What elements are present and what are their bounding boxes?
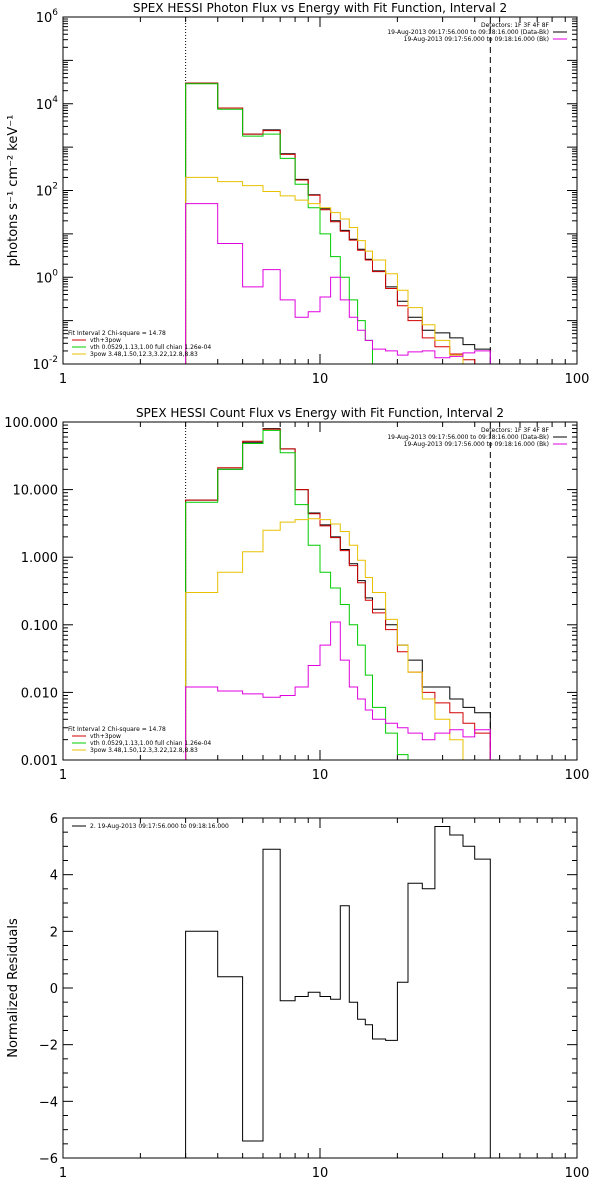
y-tick-label: 10-2	[32, 355, 58, 373]
y-tick-label-exponent: 0	[52, 268, 58, 278]
y-tick-label-base: 6	[50, 812, 58, 827]
y-tick-label: 6	[50, 812, 58, 827]
series-line-5	[185, 621, 491, 760]
y-tick-label: 0.001	[21, 754, 58, 769]
legend-header: Detectors: 1F 3F 4F 8F	[481, 427, 550, 434]
y-tick-label: 2	[50, 925, 58, 940]
x-tick-label: 100	[565, 372, 590, 387]
x-tick-label: 1	[59, 1166, 67, 1181]
panel-3: 1 10 100 −6 −4 −2 0 2 4 6 Normalized Residuals 2. 1…	[6, 812, 589, 1181]
legend-entry-label: 19-Aug-2013 09:17:56.000 to 09:18:16.000…	[387, 29, 549, 36]
legend-header: Fit Interval 2 Chi-square = 14.78	[68, 330, 166, 337]
series-line-2	[185, 428, 491, 760]
y-tick-label-base: −6	[39, 1152, 58, 1167]
y-tick-label-base: 0	[50, 982, 58, 997]
y-tick-label: −4	[39, 1095, 58, 1110]
x-tick-label: 1	[59, 768, 67, 783]
y-ticks	[63, 817, 577, 1159]
plot-frame	[62, 421, 578, 761]
y-tick-label: 0.010	[21, 686, 58, 701]
y-tick-label-base: 0.010	[21, 686, 58, 701]
legend-entry-label: 3pow 3.48,1.50,12.3,3.22,12.8,8.83	[90, 351, 198, 358]
legend-legend_bottom: Fit Interval 2 Chi-square = 14.78vth+3po…	[68, 726, 211, 754]
y-tick-label-base: −2	[39, 1039, 58, 1054]
series-line-4	[185, 176, 475, 364]
y-ticks	[63, 424, 577, 761]
series-line-1	[185, 82, 491, 364]
y-tick-label: 106	[36, 8, 59, 26]
y-tick-label: 104	[36, 95, 59, 113]
y-tick-label-exponent: -2	[49, 355, 58, 365]
legend-entry-label: 19-Aug-2013 09:17:56.000 to 09:18:16.000…	[404, 36, 549, 43]
legend-header: Fit Interval 2 Chi-square = 14.78	[68, 726, 166, 733]
series-line-1	[185, 428, 491, 760]
legend-entry-label: vth+3pow	[90, 733, 121, 740]
y-tick-label: 100.000	[4, 416, 58, 431]
y-tick-label: −2	[39, 1039, 58, 1054]
x-tick-label: 10	[312, 372, 329, 387]
y-tick-label-base: 0.001	[21, 754, 58, 769]
y-tick-label-base: 0.100	[21, 619, 58, 634]
series-group	[185, 82, 491, 364]
y-tick-label: −6	[39, 1152, 58, 1167]
y-tick-label-base: 10	[32, 358, 49, 373]
y-tick-label: 1.000	[21, 551, 58, 566]
series-line-3	[185, 83, 398, 364]
y-tick-label-exponent: 4	[52, 95, 58, 105]
y-axis-label: photons s⁻¹ cm⁻² keV⁻¹	[6, 115, 21, 267]
x-tick-label: 10	[312, 1166, 329, 1181]
legend-entry-label: vth 0.0529,1.13,1.00 full chian 1.26e-04	[90, 344, 211, 351]
legend-entry-label: 2. 19-Aug-2013 09:17:56.000 to 09:18:16.…	[90, 823, 229, 830]
y-tick-label: 100	[36, 268, 59, 286]
legend-entry-label: vth+3pow	[90, 337, 121, 344]
legend-header: Detectors: 1F 3F 4F 8F	[481, 22, 550, 29]
legend-legend_top: 2. 19-Aug-2013 09:17:56.000 to 09:18:16.…	[72, 823, 229, 830]
y-tick-label-exponent: 2	[52, 182, 58, 192]
y-tick-label-base: 10.000	[13, 484, 59, 499]
y-tick-label-base: 1.000	[21, 551, 58, 566]
x-tick-label: 100	[565, 768, 590, 783]
x-tick-label: 100	[565, 1166, 590, 1181]
series-line-3	[185, 429, 409, 760]
x-tick-label: 1	[59, 372, 67, 387]
legend-entry-label: 19-Aug-2013 09:17:56.000 to 09:18:16.000…	[404, 441, 549, 448]
y-axis-label: Normalized Residuals	[6, 918, 21, 1058]
chart-title: SPEX HESSI Count Flux vs Energy with Fit…	[136, 406, 504, 420]
panel-2: SPEX HESSI Count Flux vs Energy with Fit…	[4, 406, 589, 783]
legend-legend_bottom: Fit Interval 2 Chi-square = 14.78vth+3po…	[68, 330, 211, 358]
y-tick-label: 102	[36, 182, 58, 200]
y-tick-label: 10.000	[13, 484, 59, 499]
plot-frame	[62, 817, 578, 1159]
y-tick-label-base: 100.000	[4, 416, 58, 431]
legend-entry-label: vth 0.0529,1.13,1.00 full chian 1.26e-04	[90, 740, 211, 747]
series-group	[185, 428, 491, 760]
series-group	[185, 826, 491, 1158]
y-tick-label: 0.100	[21, 619, 58, 634]
plot-frame	[62, 16, 578, 365]
series-line-4	[185, 518, 475, 760]
x-tick-label: 10	[312, 768, 329, 783]
legend-entry-label: 3pow 3.48,1.50,12.3,3.22,12.8,8.83	[90, 747, 198, 754]
y-tick-label-base: 10	[36, 98, 53, 113]
panel-1: SPEX HESSI Photon Flux vs Energy with Fi…	[6, 1, 589, 387]
series-line-2	[185, 82, 491, 364]
y-tick-label-base: 2	[50, 925, 58, 940]
series-line-5	[185, 203, 491, 364]
y-tick-label: 0	[50, 982, 58, 997]
legend-entry-label: 19-Aug-2013 09:17:56.000 to 09:18:16.000…	[387, 434, 549, 441]
y-tick-label: 4	[50, 869, 58, 884]
chart-title: SPEX HESSI Photon Flux vs Energy with Fi…	[133, 1, 507, 15]
y-tick-label-exponent: 6	[52, 8, 58, 18]
y-tick-label-base: 10	[36, 271, 53, 286]
y-tick-label-base: 4	[50, 869, 58, 884]
y-tick-label-base: −4	[39, 1095, 58, 1110]
y-tick-label-base: 10	[36, 185, 53, 200]
y-tick-label-base: 10	[36, 11, 53, 26]
series-line-1	[185, 826, 491, 1158]
